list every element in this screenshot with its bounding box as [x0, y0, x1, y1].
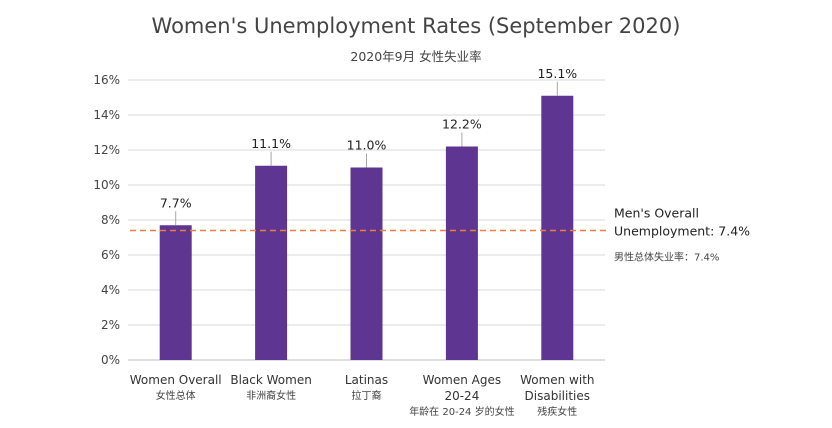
bar — [350, 167, 383, 360]
data-label: 15.1% — [537, 66, 577, 81]
x-category-label: Disabilities — [525, 389, 590, 403]
bars — [159, 95, 574, 360]
x-category-label: Women Ages — [423, 373, 501, 387]
reference-line-label: Men's Overall — [614, 206, 699, 221]
y-tick-label: 6% — [101, 248, 120, 262]
x-category-sublabel: 非洲裔女性 — [246, 389, 296, 402]
bar — [255, 165, 288, 360]
chart-subtitle: 2020年9月 女性失业率 — [350, 49, 482, 64]
bar — [445, 146, 478, 360]
x-category-sublabel: 女性总体 — [156, 389, 196, 402]
reference-line-label: Unemployment: 7.4% — [614, 224, 750, 239]
reference-line-sublabel: 男性总体失业率：7.4% — [614, 251, 719, 264]
bar — [159, 225, 192, 360]
y-tick-label: 10% — [93, 178, 120, 192]
reference-line-group: Men's Overall Unemployment: 7.4% 男性总体失业率：7… — [130, 206, 750, 264]
y-tick-label: 4% — [101, 283, 120, 297]
labels: 0% 2% 4% 6% 8% 10% 12% 14% 16% 7.7% Women Overall 女… — [93, 66, 594, 418]
y-tick-label: 16% — [93, 73, 120, 87]
y-tick-label: 12% — [93, 143, 120, 157]
chart-title: Women's Unemployment Rates (September 20… — [151, 14, 681, 38]
y-tick-label: 2% — [101, 318, 120, 332]
data-label: 7.7% — [160, 195, 192, 210]
x-category-label: Women Overall — [130, 373, 222, 387]
data-label: 11.0% — [347, 138, 387, 153]
y-tick-label: 8% — [101, 213, 120, 227]
x-category-sublabel: 年龄在 20-24 岁的女性 — [409, 405, 514, 418]
data-label: 11.1% — [251, 136, 291, 151]
x-category-sublabel: 残疾女性 — [537, 405, 577, 418]
bar — [541, 95, 574, 360]
y-tick-label: 0% — [101, 353, 120, 367]
x-category-label: Black Women — [230, 373, 311, 387]
x-category-label: Women with — [520, 373, 594, 387]
x-category-label: 20-24 — [444, 389, 479, 403]
y-tick-label: 14% — [93, 108, 120, 122]
x-category-label: Latinas — [345, 373, 388, 387]
x-category-sublabel: 拉丁裔 — [352, 389, 382, 402]
data-label: 12.2% — [442, 117, 482, 132]
